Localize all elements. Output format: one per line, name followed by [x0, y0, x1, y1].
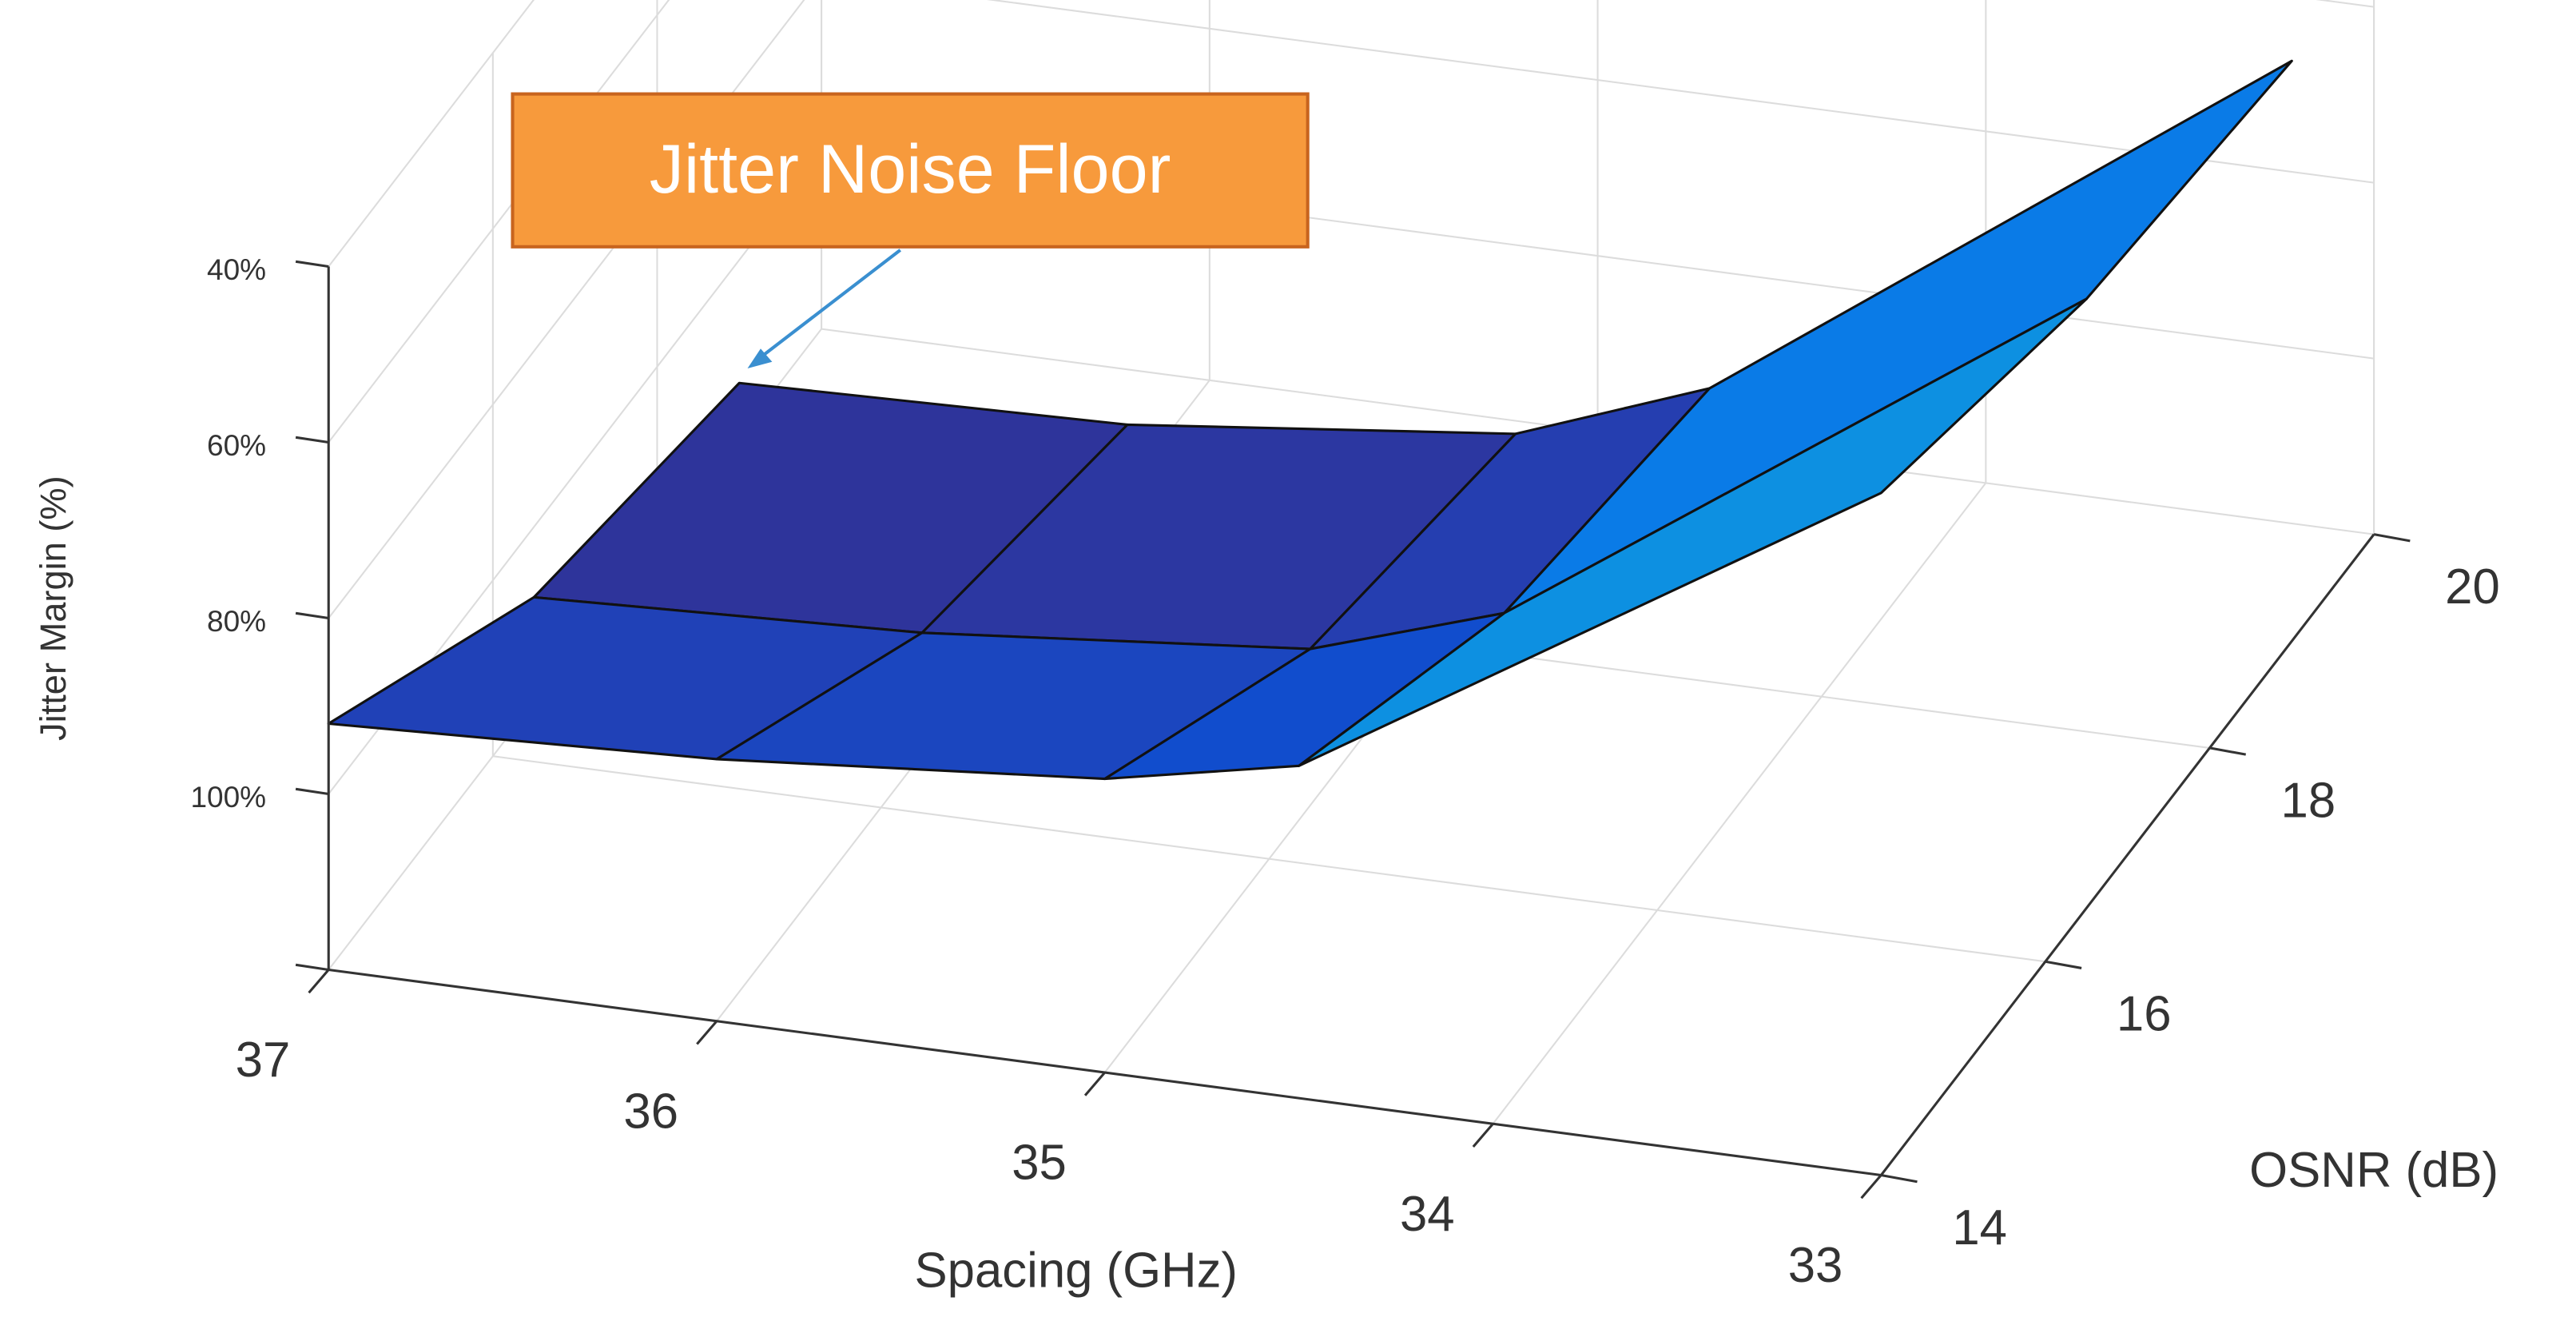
grid-line: [986, 0, 2375, 184]
x-tick-label: 33: [1788, 1238, 1843, 1293]
z-tick-label: 40%: [207, 253, 266, 286]
surface-face: [1503, 59, 2293, 615]
tick-mark: [295, 787, 329, 796]
tick-mark: [308, 969, 330, 994]
tick-mark: [295, 436, 329, 444]
z-axis-title: Jitter Margin (%): [33, 475, 74, 741]
tick-mark: [295, 611, 329, 620]
tick-mark: [1083, 1071, 1106, 1096]
tick-mark: [295, 963, 329, 972]
x-axis-title: Spacing (GHz): [915, 1243, 1238, 1298]
grid-line: [1492, 482, 1987, 1124]
grid-line: [328, 0, 805, 619]
y-tick-label: 20: [2445, 559, 2500, 615]
y-axis: [1880, 533, 2375, 1176]
x-axis: [328, 968, 1882, 1177]
x-tick-label: 37: [236, 1033, 291, 1088]
tick-mark: [2045, 960, 2082, 969]
y-tick-label: 16: [2117, 987, 2172, 1042]
x-tick-label: 34: [1400, 1187, 1455, 1242]
z-tick-label: 80%: [207, 604, 266, 638]
tick-mark: [1880, 1173, 1918, 1184]
surface: [327, 59, 2293, 781]
tick-mark: [2373, 533, 2411, 543]
y-tick-label: 14: [1952, 1200, 2007, 1255]
annotation: Jitter Noise Floor: [650, 131, 1171, 208]
y-axis-title: OSNR (dB): [2249, 1143, 2498, 1198]
grid-line: [492, 755, 2046, 963]
y-tick-label: 18: [2281, 773, 2336, 828]
tick-mark: [1472, 1123, 1494, 1148]
tick-mark: [1860, 1174, 1882, 1200]
z-tick-label: 100%: [190, 780, 266, 814]
annotation-arrow: [757, 249, 902, 360]
z-tick-label: 60%: [207, 428, 266, 462]
x-tick-label: 36: [623, 1084, 678, 1139]
tick-mark: [2209, 746, 2246, 756]
annotation-arrowhead: [747, 348, 773, 368]
tick-mark: [295, 260, 329, 268]
x-tick-label: 35: [1012, 1136, 1067, 1191]
tick-mark: [696, 1020, 718, 1045]
surface-face: [1298, 297, 2088, 767]
annotation-box: [511, 92, 1310, 249]
grid-line: [328, 0, 535, 268]
axes: 37 36 35 34 33 14 16 18 20 40% 60% 80% 100%: [190, 253, 2499, 1293]
